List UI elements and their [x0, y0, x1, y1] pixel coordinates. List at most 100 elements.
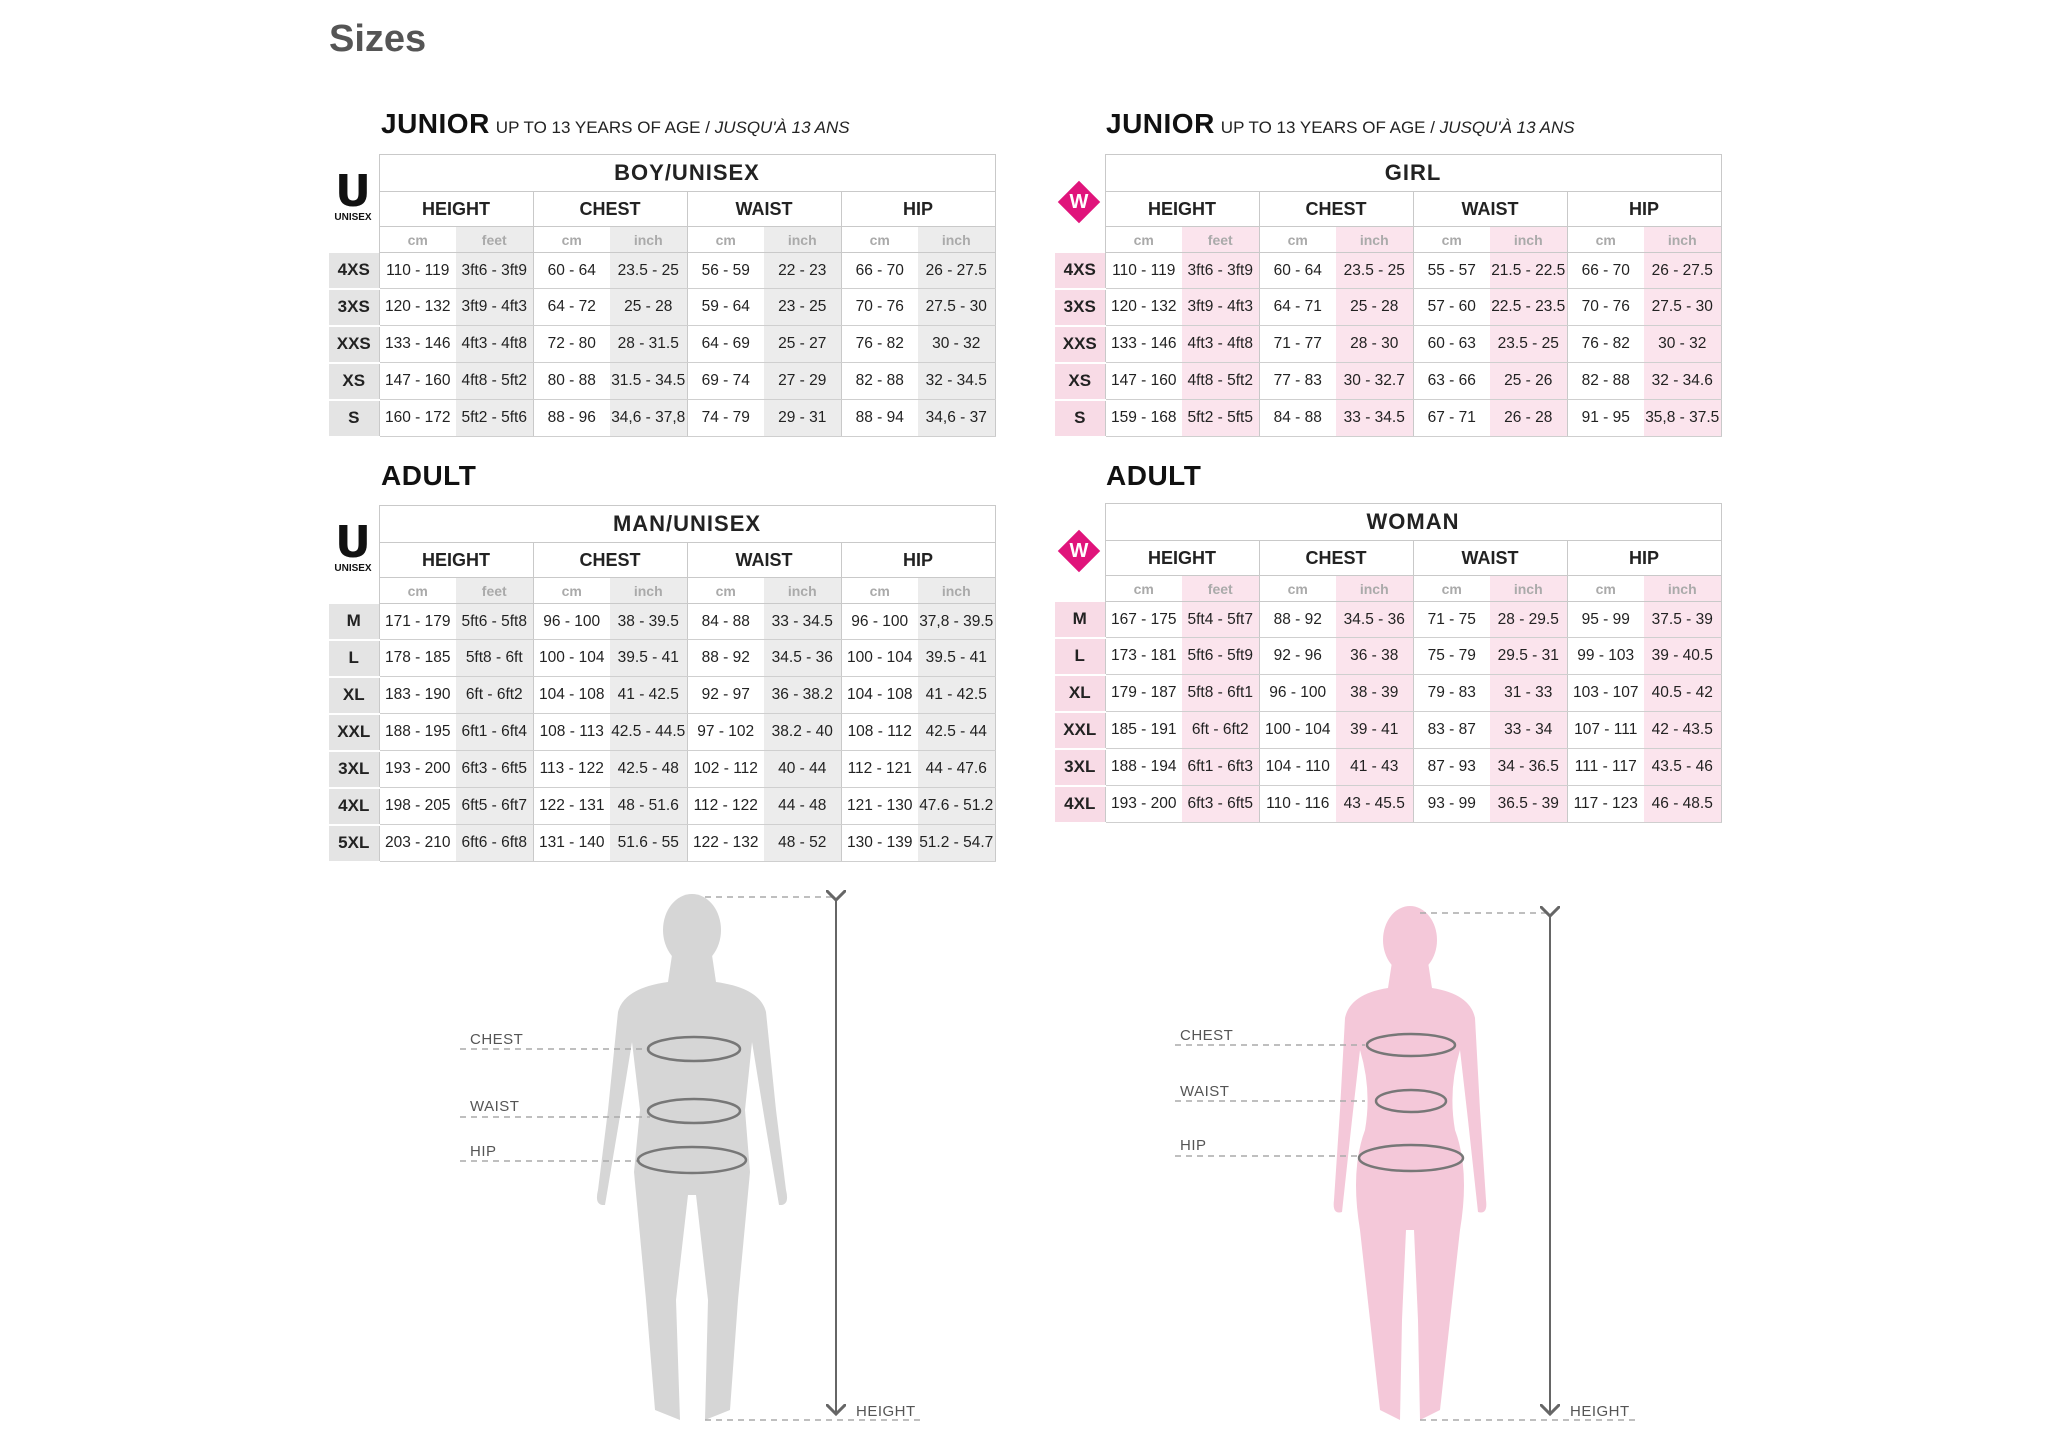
table-row: XL 183 - 190 6ft - 6ft2 104 - 108 41 - 42.5 9…	[329, 676, 996, 715]
size-label: 5XL	[329, 824, 379, 863]
section-title: JUNIOR	[381, 108, 490, 139]
size-label: XL	[329, 676, 379, 715]
measurement-cell: 70 - 76	[1566, 288, 1644, 326]
size-label: M	[329, 603, 379, 641]
measurement-cell: 36.5 - 39	[1490, 785, 1567, 823]
unit-header: inch	[610, 226, 687, 253]
size-label: 3XL	[329, 750, 379, 789]
size-label: 4XS	[329, 252, 379, 290]
table-row: M 171 - 179 5ft6 - 5ft8 96 - 100 38 - 39.5 84…	[329, 603, 996, 641]
table-row: L 173 - 181 5ft6 - 5ft9 92 - 96 36 - 38 75 - …	[1055, 637, 1722, 676]
size-label: 3XS	[329, 288, 379, 327]
measurement-cell: 5ft4 - 5ft7	[1182, 601, 1259, 638]
unit-header: cm	[840, 226, 918, 253]
section-title: JUNIOR	[1106, 108, 1215, 139]
measurement-cell: 103 - 107	[1566, 674, 1644, 712]
column-group-header: CHEST	[532, 191, 688, 227]
unit-header: inch	[1490, 575, 1567, 602]
measurement-cell: 28 - 31.5	[610, 325, 687, 363]
unit-header: inch	[918, 577, 996, 604]
table-row: XL 179 - 187 5ft8 - 6ft1 96 - 100 38 - 39 79 …	[1055, 674, 1722, 713]
measurement-cell: 102 - 112	[686, 750, 764, 788]
column-group-header: HEIGHT	[378, 191, 534, 227]
unit-header: cm	[532, 226, 610, 253]
table-row: M 167 - 175 5ft4 - 5ft7 88 - 92 34.5 - 36 71 …	[1055, 601, 1722, 639]
measurement-cell: 74 - 79	[686, 399, 764, 437]
measurement-cell: 83 - 87	[1412, 711, 1490, 749]
measurement-cell: 5ft8 - 6ft	[456, 639, 533, 677]
size-label: S	[329, 399, 379, 438]
measurement-cell: 34 - 36.5	[1490, 748, 1567, 786]
measurement-cell: 133 - 146	[1104, 325, 1182, 363]
measurement-cell: 67 - 71	[1412, 399, 1490, 437]
measurement-cell: 42.5 - 44.5	[610, 713, 687, 751]
measurement-cell: 104 - 108	[840, 676, 918, 714]
measurement-cell: 40.5 - 42	[1644, 674, 1722, 712]
measurement-cell: 88 - 94	[840, 399, 918, 437]
measurement-cell: 4ft8 - 5ft2	[456, 362, 533, 400]
measurement-cell: 178 - 185	[378, 639, 456, 677]
measurement-cell: 34,6 - 37	[918, 399, 996, 437]
unit-header: inch	[764, 577, 841, 604]
column-group-header: HEIGHT	[1104, 540, 1260, 576]
section-subtitle-fr: JUSQU'À 13 ANS	[714, 118, 850, 137]
measurement-cell: 6ft - 6ft2	[1182, 711, 1259, 749]
table-title: BOY/UNISEX	[378, 154, 996, 192]
measurement-cell: 5ft8 - 6ft1	[1182, 674, 1259, 712]
measurement-cell: 167 - 175	[1104, 601, 1182, 638]
measurement-cell: 188 - 194	[1104, 748, 1182, 786]
measurement-cell: 56 - 59	[686, 252, 764, 289]
measurement-cell: 193 - 200	[378, 750, 456, 788]
section-subtitle: UP TO 13 YEARS OF AGE /	[1220, 118, 1435, 137]
measurement-cell: 92 - 96	[1258, 637, 1336, 675]
measurement-cell: 59 - 64	[686, 288, 764, 326]
measurement-cell: 41 - 42.5	[610, 676, 687, 714]
measurement-cell: 113 - 122	[532, 750, 610, 788]
junior-heading-left: JUNIOR UP TO 13 YEARS OF AGE / JUSQU'À 13…	[381, 108, 850, 140]
measurement-cell: 60 - 63	[1412, 325, 1490, 363]
man-height-label: HEIGHT	[856, 1403, 916, 1420]
measurement-cell: 71 - 77	[1258, 325, 1336, 363]
measurement-cell: 93 - 99	[1412, 785, 1490, 823]
measurement-cell: 37,8 - 39.5	[918, 603, 996, 640]
measurement-cell: 25 - 28	[1336, 288, 1413, 326]
measurement-cell: 84 - 88	[686, 603, 764, 640]
table-row: 3XL 193 - 200 6ft3 - 6ft5 113 - 122 42.5 - 4…	[329, 750, 996, 789]
size-label: M	[1055, 601, 1105, 639]
measurement-cell: 32 - 34.5	[918, 362, 996, 400]
woman-chest-label: CHEST	[1180, 1027, 1234, 1044]
measurement-cell: 72 - 80	[532, 325, 610, 363]
unit-header: cm	[1412, 575, 1490, 602]
unit-header: inch	[918, 226, 996, 253]
unit-header: cm	[1566, 226, 1644, 253]
adult-heading-left: ADULT	[381, 460, 477, 491]
measurement-cell: 188 - 195	[378, 713, 456, 751]
measurement-cell: 25 - 27	[764, 325, 841, 363]
unit-header: cm	[686, 577, 764, 604]
measurement-cell: 29.5 - 31	[1490, 637, 1567, 675]
unit-header: inch	[610, 577, 687, 604]
unit-header: cm	[378, 226, 456, 253]
measurement-cell: 43 - 45.5	[1336, 785, 1413, 823]
measurement-cell: 179 - 187	[1104, 674, 1182, 712]
table-row: 4XS 110 - 119 3ft6 - 3ft9 60 - 64 23.5 - 25 5…	[329, 252, 996, 290]
measurement-cell: 107 - 111	[1566, 711, 1644, 749]
measurement-cell: 69 - 74	[686, 362, 764, 400]
measurement-cell: 159 - 168	[1104, 399, 1182, 437]
measurement-cell: 33 - 34.5	[1336, 399, 1413, 437]
unit-header: inch	[1336, 575, 1413, 602]
measurement-cell: 42.5 - 44	[918, 713, 996, 751]
measurement-cell: 41 - 43	[1336, 748, 1413, 786]
measurement-cell: 66 - 70	[840, 252, 918, 289]
measurement-cell: 51.6 - 55	[610, 824, 687, 862]
measurement-cell: 25 - 28	[610, 288, 687, 326]
measurement-cell: 21.5 - 22.5	[1490, 252, 1567, 289]
measurement-cell: 28 - 30	[1336, 325, 1413, 363]
measurement-cell: 27.5 - 30	[918, 288, 996, 326]
measurement-cell: 5ft2 - 5ft6	[456, 399, 533, 437]
measurement-cell: 4ft3 - 4ft8	[456, 325, 533, 363]
measurement-cell: 30 - 32	[1644, 325, 1722, 363]
size-label: L	[329, 639, 379, 678]
unit-header: inch	[1644, 575, 1722, 602]
